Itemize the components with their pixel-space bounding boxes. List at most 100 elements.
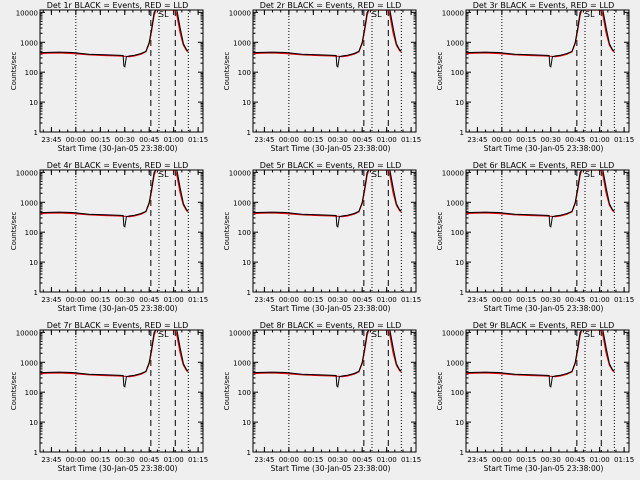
series-group: [253, 10, 402, 68]
x-tick-label: 01:00: [164, 296, 184, 304]
x-tick-label: 00:00: [66, 136, 86, 144]
y-tick-label: 1: [34, 129, 38, 137]
x-tick-label: 00:30: [115, 296, 135, 304]
x-tick-label: 23:45: [254, 456, 274, 464]
y-tick-label: 10: [455, 259, 464, 267]
y-tick-label: 10000: [16, 9, 38, 17]
plot-frame: [39, 329, 204, 453]
x-tick-label: 00:30: [115, 136, 135, 144]
plot-frame: [465, 169, 630, 293]
y-tick-label: 10: [455, 419, 464, 427]
marker-l: L: [164, 330, 169, 339]
x-tick-label: 00:45: [139, 296, 159, 304]
x-tick-label: 00:15: [516, 136, 536, 144]
chart-title: Det 1r BLACK = Events, RED = LLD: [47, 1, 189, 10]
x-tick-label: 01:00: [590, 296, 610, 304]
x-tick-label: 00:15: [90, 296, 110, 304]
x-tick-label: 01:15: [401, 136, 421, 144]
marker-l: L: [164, 10, 169, 19]
x-axis-label: Start Time (30-Jan-05 23:38:00): [271, 464, 391, 473]
x-tick-label: 00:45: [352, 136, 372, 144]
x-tick-label: 00:15: [90, 456, 110, 464]
x-tick-label: 00:45: [139, 136, 159, 144]
x-tick-label: 00:15: [303, 456, 323, 464]
x-tick-label: 23:45: [467, 296, 487, 304]
x-tick-label: 23:45: [41, 456, 61, 464]
x-tick-label: 23:45: [467, 136, 487, 144]
x-tick-label: 00:30: [328, 296, 348, 304]
x-tick-label: 01:00: [590, 136, 610, 144]
chart-panel-3: Det 3r BLACK = Events, RED = LLD 1 10 100 10…: [436, 1, 634, 153]
y-axis-label: Counts/sec: [10, 52, 18, 91]
y-tick-label: 1000: [446, 359, 464, 367]
x-tick-label: 00:00: [279, 296, 299, 304]
x-tick-label: 00:00: [279, 136, 299, 144]
x-tick-label: 00:30: [115, 456, 135, 464]
chart-panel-7: Det 7r BLACK = Events, RED = LLD 1 10 100 10…: [10, 321, 208, 473]
chart-panel-5: Det 5r BLACK = Events, RED = LLD 1 10 100 10…: [223, 161, 421, 313]
chart-panel-9: Det 9r BLACK = Events, RED = LLD 1 10 100 10…: [436, 321, 634, 473]
x-tick-label: 00:15: [303, 136, 323, 144]
y-axis-label: Counts/sec: [223, 372, 231, 411]
y-tick-label: 1: [460, 449, 464, 457]
x-axis-label: Start Time (30-Jan-05 23:38:00): [58, 144, 178, 153]
y-axis-label: Counts/sec: [223, 52, 231, 91]
y-tick-label: 1: [460, 289, 464, 297]
marker-l: L: [377, 10, 382, 19]
x-tick-label: 01:00: [164, 136, 184, 144]
y-tick-label: 10: [29, 259, 38, 267]
x-tick-label: 01:15: [614, 296, 634, 304]
x-tick-label: 00:15: [516, 296, 536, 304]
x-tick-label: 01:00: [377, 456, 397, 464]
plot-frame: [252, 329, 417, 453]
plot-frame: [39, 9, 204, 133]
x-tick-label: 01:00: [164, 456, 184, 464]
marker-l: L: [164, 170, 169, 179]
marker-s: S: [372, 330, 377, 339]
y-tick-label: 10: [242, 259, 251, 267]
chart-panel-1: Det 1r BLACK = Events, RED = LLD 1 10 100 10…: [10, 1, 208, 153]
y-tick-label: 1000: [233, 199, 251, 207]
x-axis-label: Start Time (30-Jan-05 23:38:00): [271, 144, 391, 153]
y-axis-label: Counts/sec: [436, 372, 444, 411]
y-tick-label: 100: [238, 389, 251, 397]
x-tick-label: 00:45: [139, 456, 159, 464]
y-tick-label: 100: [25, 389, 38, 397]
chart-panel-2: Det 2r BLACK = Events, RED = LLD 1 10 100 10…: [223, 1, 421, 153]
x-tick-label: 00:00: [492, 296, 512, 304]
x-axis-label: Start Time (30-Jan-05 23:38:00): [58, 304, 178, 313]
y-tick-label: 100: [451, 389, 464, 397]
marker-s: S: [585, 330, 590, 339]
y-tick-label: 10000: [442, 329, 464, 337]
x-tick-label: 00:15: [90, 136, 110, 144]
x-tick-label: 00:45: [565, 136, 585, 144]
marker-s: S: [372, 170, 377, 179]
x-tick-label: 01:15: [401, 296, 421, 304]
x-tick-label: 23:45: [254, 296, 274, 304]
y-tick-label: 100: [25, 69, 38, 77]
y-tick-label: 1000: [233, 39, 251, 47]
chart-panel-6: Det 6r BLACK = Events, RED = LLD 1 10 100 10…: [436, 161, 634, 313]
y-tick-label: 100: [238, 229, 251, 237]
series-line-events: [40, 170, 189, 228]
y-tick-label: 10: [455, 99, 464, 107]
chart-title: Det 9r BLACK = Events, RED = LLD: [473, 321, 615, 330]
plot-frame: [252, 9, 417, 133]
y-tick-label: 10000: [16, 329, 38, 337]
y-tick-label: 1000: [20, 359, 38, 367]
y-axis-label: Counts/sec: [10, 212, 18, 251]
x-tick-label: 00:30: [541, 136, 561, 144]
x-axis-label: Start Time (30-Jan-05 23:38:00): [484, 144, 604, 153]
series-line-events: [466, 10, 615, 68]
series-group: [40, 170, 189, 228]
x-tick-label: 00:00: [279, 456, 299, 464]
plot-frame: [465, 329, 630, 453]
x-tick-label: 00:00: [66, 456, 86, 464]
y-tick-label: 1: [34, 289, 38, 297]
x-axis-label: Start Time (30-Jan-05 23:38:00): [484, 464, 604, 473]
marker-s: S: [585, 170, 590, 179]
x-tick-label: 00:00: [66, 296, 86, 304]
x-tick-label: 00:30: [541, 296, 561, 304]
x-tick-label: 23:45: [254, 136, 274, 144]
series-group: [466, 330, 615, 388]
